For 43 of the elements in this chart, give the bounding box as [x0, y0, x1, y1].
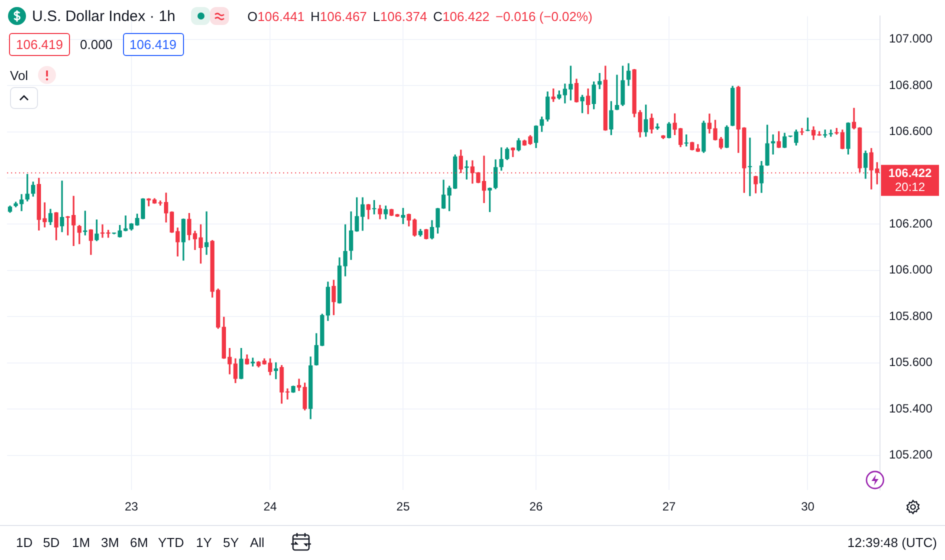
ref-line-label: 106.422 — [888, 166, 932, 180]
annotation: 106.419 — [122, 33, 184, 56]
text: 12:39:48 (UTC) — [847, 535, 937, 550]
x-tick-label: 30 — [801, 500, 815, 514]
y-tick-label: 106.000 — [889, 262, 933, 277]
y-tick-label: 105.200 — [889, 448, 933, 462]
annotation: 0.000 — [80, 37, 113, 52]
x-tick-label: 25 — [396, 500, 410, 514]
annotation: 106.419 — [9, 33, 70, 56]
candlestick — [614, 74, 620, 110]
annotation: Vol — [10, 68, 28, 82]
annotation: O106.441 — [247, 8, 305, 24]
candlestick — [748, 138, 752, 196]
x-tick-label: 24 — [263, 500, 278, 514]
text: 1Y — [196, 535, 212, 550]
annotation: H106.467 — [310, 8, 367, 24]
y-tick-label: 106.200 — [889, 216, 933, 231]
text: 1D — [16, 535, 33, 550]
x-tick-label: 26 — [529, 500, 544, 514]
text: 3M — [101, 535, 120, 550]
text: 5D — [43, 535, 60, 550]
text: All — [250, 535, 264, 550]
candlestick — [800, 128, 804, 136]
annotation: C106.422 — [433, 8, 490, 24]
y-tick-label: 105.400 — [889, 401, 933, 416]
candlestick — [60, 180, 64, 232]
y-tick-label: 106.600 — [889, 124, 933, 138]
text: 20:12 — [894, 180, 926, 194]
y-tick-label: 105.800 — [889, 308, 933, 323]
x-tick-label: 23 — [124, 500, 138, 514]
candlestick — [204, 211, 209, 255]
text: 6M — [130, 535, 148, 550]
text: 5Y — [223, 535, 239, 550]
annotation: −0.016 (−0.02%) — [496, 8, 592, 24]
chart-title: U.S. Dollar Index · 1h — [32, 8, 176, 24]
y-tick-label: 107.000 — [889, 32, 933, 46]
x-tick-label: 27 — [662, 500, 676, 514]
y-tick-label: 106.800 — [889, 78, 933, 92]
text: 1M — [72, 535, 90, 550]
candlestick — [770, 134, 776, 155]
text: YTD — [158, 535, 184, 550]
annotation: L106.374 — [372, 8, 428, 24]
y-tick-label: 105.600 — [889, 355, 933, 370]
